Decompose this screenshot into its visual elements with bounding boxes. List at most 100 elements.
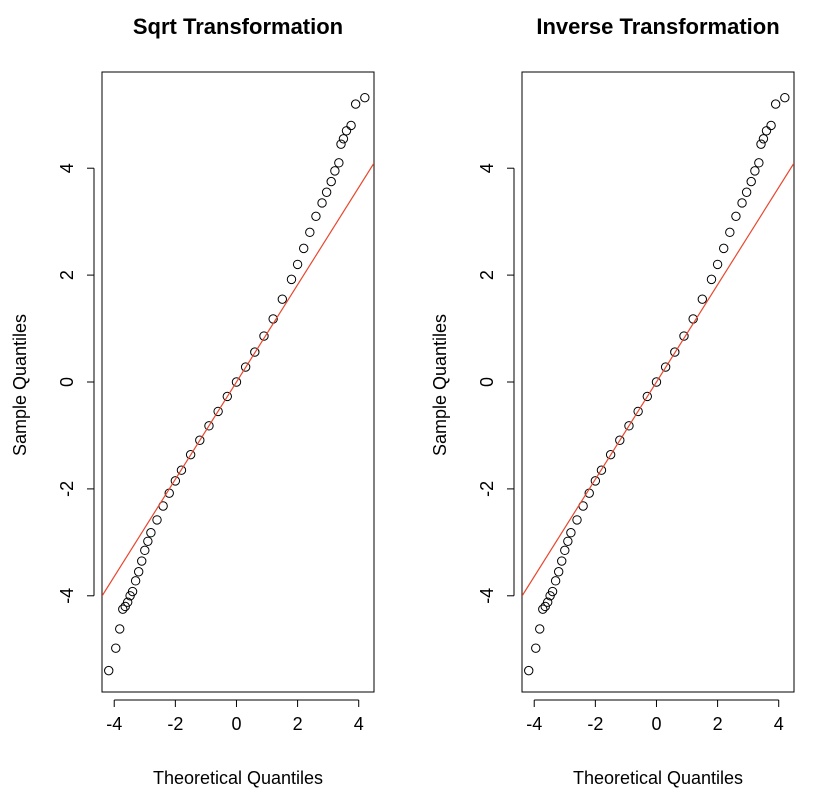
data-point (104, 665, 114, 676)
points (524, 92, 790, 676)
points (104, 92, 370, 676)
data-point (624, 421, 634, 431)
data-point (118, 604, 128, 614)
data-point (572, 515, 582, 525)
data-point (750, 166, 760, 176)
data-point (731, 211, 741, 222)
y-tick-label: 4 (57, 163, 77, 173)
data-point (259, 331, 269, 341)
panel-title: Sqrt Transformation (133, 14, 343, 39)
data-point (754, 158, 764, 168)
data-point (336, 139, 346, 149)
data-point (346, 120, 356, 131)
data-point (127, 586, 138, 597)
data-point (176, 465, 187, 475)
data-point (670, 347, 680, 357)
data-point (350, 99, 361, 109)
data-point (286, 274, 297, 285)
x-tick-label: 2 (713, 714, 723, 734)
data-point (712, 259, 723, 270)
data-point (557, 556, 567, 566)
data-point (725, 227, 735, 238)
data-point (143, 536, 153, 546)
plot-frame (521, 71, 795, 693)
y-axis-label: Sample Quantiles (430, 314, 450, 456)
data-point (741, 187, 752, 197)
plot-frame (101, 71, 375, 693)
data-point (550, 576, 561, 586)
x-tick-label: 4 (774, 714, 784, 734)
y-tick-label: 0 (477, 377, 497, 387)
data-point (122, 597, 133, 607)
data-point (633, 406, 643, 417)
y-tick-label: -4 (57, 588, 77, 604)
data-point (334, 158, 344, 168)
data-point (170, 476, 181, 486)
data-point (130, 576, 141, 586)
x-axis-label: Theoretical Quantiles (153, 768, 323, 788)
data-point (231, 377, 242, 387)
inverse-transformation-panel: Inverse Transformation Theoretical Quant… (430, 14, 795, 788)
data-point (292, 259, 303, 270)
data-point (542, 597, 553, 607)
data-point (240, 362, 251, 372)
y-tick-label: 2 (477, 270, 497, 280)
x-tick-label: -4 (106, 714, 122, 734)
x-tick-label: 4 (354, 714, 364, 734)
data-point (780, 92, 790, 103)
y-tick-label: -2 (57, 481, 77, 497)
data-point (305, 227, 315, 238)
data-point (660, 362, 671, 372)
data-point (758, 134, 769, 144)
x-tick-label: -4 (526, 714, 542, 734)
plot-area: -4 -2 0 2 4 -4 -2 0 2 4 (57, 71, 375, 734)
data-point (553, 567, 564, 577)
data-point (642, 391, 653, 402)
x-tick-label: 2 (293, 714, 303, 734)
plot-area: -4 -2 0 2 4 -4 -2 0 2 4 (477, 71, 795, 734)
data-point (133, 567, 144, 577)
x-tick-label: 0 (231, 714, 241, 734)
data-point (146, 528, 156, 538)
data-point (706, 274, 717, 285)
data-point (596, 465, 607, 475)
data-point (152, 515, 162, 525)
data-point (185, 449, 196, 460)
y-tick-label: -4 (477, 588, 497, 604)
data-point (697, 294, 708, 304)
data-point (756, 139, 766, 149)
data-point (538, 604, 548, 614)
data-point (195, 435, 205, 445)
data-point (311, 211, 321, 222)
data-point (222, 391, 233, 402)
data-point (531, 643, 541, 653)
data-point (321, 187, 332, 197)
data-point (299, 243, 309, 254)
data-point (213, 406, 223, 417)
y-axis: -4 -2 0 2 4 (57, 163, 95, 604)
data-point (679, 331, 689, 341)
data-point (204, 421, 214, 431)
data-point (250, 347, 260, 357)
y-axis: -4 -2 0 2 4 (477, 163, 515, 604)
data-point (563, 536, 573, 546)
data-point (360, 92, 370, 103)
data-point (560, 545, 570, 556)
data-point (651, 377, 662, 387)
data-point (326, 176, 336, 187)
panel-title: Inverse Transformation (536, 14, 779, 39)
data-point (770, 99, 781, 109)
reference-line (102, 162, 374, 597)
data-point (761, 126, 772, 136)
y-tick-label: 2 (57, 270, 77, 280)
x-axis: -4 -2 0 2 4 (526, 699, 784, 734)
data-point (111, 643, 121, 653)
sqrt-transformation-panel: Sqrt Transformation Theoretical Quantile… (10, 14, 375, 788)
data-point (277, 294, 288, 304)
data-point (524, 665, 534, 676)
x-tick-label: -2 (587, 714, 603, 734)
data-point (719, 243, 729, 254)
data-point (737, 198, 747, 208)
